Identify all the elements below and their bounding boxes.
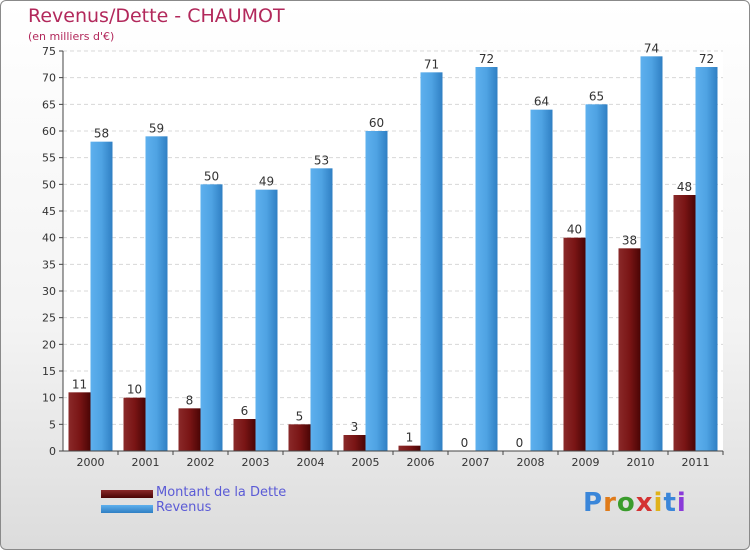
data-label-revenus: 49 — [259, 175, 274, 189]
bar-debt — [233, 419, 256, 451]
data-label-debt: 48 — [677, 180, 692, 194]
x-tick-label: 2002 — [187, 456, 215, 469]
bar-debt — [398, 445, 421, 451]
x-tick-label: 2004 — [297, 456, 325, 469]
x-tick-label: 2009 — [572, 456, 600, 469]
y-tick-label: 10 — [42, 392, 56, 405]
data-label-debt: 8 — [186, 393, 194, 407]
data-label-revenus: 50 — [204, 169, 219, 183]
y-tick-label: 50 — [42, 178, 56, 191]
bar-debt — [563, 237, 586, 451]
x-tick-label: 2008 — [517, 456, 545, 469]
bar-revenus — [585, 104, 608, 451]
y-tick-label: 5 — [49, 418, 56, 431]
legend-label-debt: Montant de la Dette — [156, 485, 287, 500]
x-tick-label: 2010 — [627, 456, 655, 469]
x-tick-label: 2006 — [407, 456, 435, 469]
legend-swatch-revenus — [101, 505, 153, 513]
bar-debt — [288, 424, 311, 451]
data-label-revenus: 58 — [94, 127, 109, 141]
data-label-revenus: 53 — [314, 153, 329, 167]
data-label-revenus: 65 — [589, 89, 604, 103]
data-label-revenus: 72 — [699, 52, 714, 66]
data-label-debt: 11 — [72, 377, 87, 391]
bar-debt — [123, 397, 146, 451]
y-tick-label: 70 — [42, 72, 56, 85]
x-tick-label: 2003 — [242, 456, 270, 469]
legend-swatch-debt — [101, 490, 153, 498]
data-labels-group: 11 58 10 59 8 50 6 49 5 53 3 60 1 71 0 72 0 64 40 65 38 74 48 7… — [72, 41, 714, 450]
bar-debt — [178, 408, 201, 451]
data-label-revenus: 74 — [644, 41, 659, 55]
data-label-debt: 10 — [127, 383, 142, 397]
data-label-debt: 40 — [567, 223, 582, 237]
data-label-debt: 0 — [516, 436, 524, 450]
y-tick-label: 25 — [42, 312, 56, 325]
y-tick-label: 65 — [42, 98, 56, 111]
data-label-revenus: 71 — [424, 57, 439, 71]
bar-debt — [618, 248, 641, 451]
bar-revenus — [310, 168, 333, 452]
data-label-debt: 1 — [406, 431, 414, 445]
y-tick-label: 0 — [49, 445, 56, 458]
x-tick-label: 2007 — [462, 456, 490, 469]
data-label-revenus: 60 — [369, 116, 384, 130]
y-tick-label: 35 — [42, 258, 56, 271]
logo-letter: i — [653, 488, 664, 518]
data-label-debt: 6 — [241, 404, 249, 418]
bar-revenus — [145, 136, 168, 452]
data-label-debt: 5 — [296, 409, 304, 423]
bar-revenus — [640, 56, 663, 451]
y-tick-label: 75 — [42, 45, 56, 58]
y-tick-label: 15 — [42, 365, 56, 378]
y-tick-label: 20 — [42, 338, 56, 351]
bar-revenus — [200, 184, 223, 452]
bar-revenus — [365, 131, 388, 451]
bar-revenus — [530, 109, 553, 452]
grid-lines — [63, 50, 723, 425]
data-label-revenus: 64 — [534, 95, 549, 109]
logo-letter: i — [676, 488, 687, 518]
data-label-revenus: 59 — [149, 121, 164, 135]
y-tick-label: 40 — [42, 232, 56, 245]
y-tick-label: 30 — [42, 285, 56, 298]
logo-letter: P — [583, 488, 604, 518]
logo-letter: r — [603, 488, 617, 518]
data-label-debt: 3 — [351, 420, 359, 434]
y-tick-label: 45 — [42, 205, 56, 218]
bar-revenus — [255, 189, 278, 451]
bars-group — [68, 56, 718, 452]
y-tick-label: 60 — [42, 125, 56, 138]
logo-letter: o — [616, 488, 636, 518]
legend-label-revenus: Revenus — [156, 500, 212, 515]
logo-letter: t — [663, 488, 677, 518]
chart-subtitle: (en milliers d'€) — [28, 30, 115, 43]
proxiti-logo: Proxiti — [583, 488, 687, 518]
bar-debt — [68, 392, 91, 451]
y-tick-label: 55 — [42, 152, 56, 165]
bar-debt — [673, 195, 696, 451]
x-tick-label: 2005 — [352, 456, 380, 469]
plot-area — [63, 51, 723, 451]
plot-background — [63, 51, 723, 451]
chart-title: Revenus/Dette - CHAUMOT — [28, 5, 285, 27]
bar-revenus — [90, 141, 113, 451]
x-tick-label: 2011 — [682, 456, 710, 469]
x-tick-label: 2001 — [132, 456, 160, 469]
data-label-debt: 0 — [461, 436, 469, 450]
bar-revenus — [420, 72, 443, 451]
bar-revenus — [475, 67, 498, 451]
x-tick-label: 2000 — [77, 456, 105, 469]
data-label-debt: 38 — [622, 233, 637, 247]
data-label-revenus: 72 — [479, 52, 494, 66]
bar-revenus — [695, 67, 718, 451]
bar-debt — [343, 435, 366, 451]
logo-letter: x — [635, 488, 654, 518]
